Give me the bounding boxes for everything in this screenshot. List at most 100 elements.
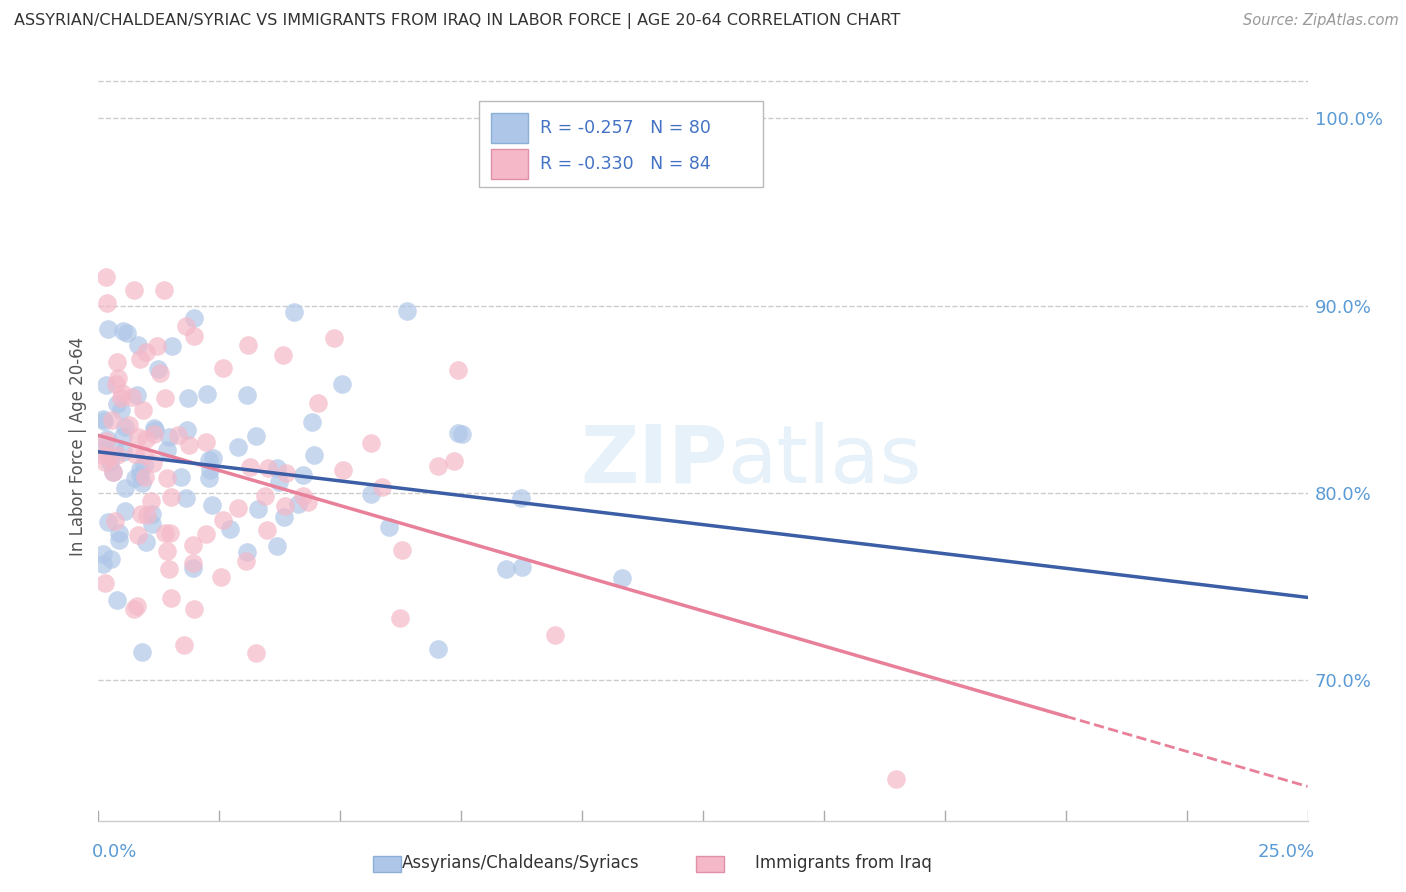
Point — [142, 456, 165, 470]
Point — [283, 305, 305, 319]
Point — [226, 440, 249, 454]
Point — [96, 433, 118, 447]
Text: Source: ZipAtlas.com: Source: ZipAtlas.com — [1243, 13, 1399, 29]
Point — [127, 430, 149, 444]
Point — [166, 427, 188, 442]
Point — [110, 391, 132, 405]
Point — [447, 426, 470, 441]
Point — [176, 423, 198, 437]
FancyBboxPatch shape — [492, 112, 527, 143]
Y-axis label: In Labor Force | Age 20-64: In Labor Force | Age 20-64 — [69, 336, 87, 556]
Text: Immigrants from Iraq: Immigrants from Iraq — [755, 855, 932, 872]
Point — [287, 498, 309, 512]
Point — [112, 429, 135, 443]
Point — [142, 427, 165, 442]
Point — [160, 338, 183, 352]
Point — [131, 645, 153, 659]
Point — [198, 463, 221, 477]
Point — [304, 448, 326, 462]
Point — [194, 527, 217, 541]
Point — [239, 459, 262, 474]
Point — [121, 390, 143, 404]
Point — [181, 538, 204, 552]
Point — [332, 463, 354, 477]
Point — [157, 562, 180, 576]
Point — [93, 575, 115, 590]
Point — [153, 525, 176, 540]
Point — [117, 417, 139, 432]
Point — [127, 338, 149, 352]
Point — [100, 551, 122, 566]
Point — [139, 494, 162, 508]
Point — [103, 466, 125, 480]
Point — [97, 515, 120, 529]
Point — [330, 376, 353, 391]
Text: R = -0.330   N = 84: R = -0.330 N = 84 — [540, 154, 710, 172]
Point — [153, 283, 176, 297]
Point — [245, 429, 267, 443]
Point — [307, 396, 329, 410]
Point — [235, 554, 257, 568]
Point — [267, 475, 290, 489]
Point — [104, 377, 127, 392]
Point — [111, 385, 134, 400]
Point — [297, 495, 319, 509]
Point — [131, 475, 153, 490]
Point — [129, 462, 152, 476]
Point — [236, 338, 259, 352]
Point — [173, 638, 195, 652]
Point — [91, 557, 114, 571]
Point — [143, 423, 166, 437]
Point — [174, 491, 197, 506]
Point — [129, 507, 152, 521]
Point — [153, 391, 176, 405]
Point — [114, 504, 136, 518]
Point — [211, 360, 233, 375]
Point — [273, 509, 295, 524]
Point — [156, 544, 179, 558]
Text: R = -0.257   N = 80: R = -0.257 N = 80 — [540, 119, 710, 136]
Point — [156, 471, 179, 485]
Text: atlas: atlas — [727, 422, 921, 500]
Point — [105, 355, 128, 369]
Point — [135, 535, 157, 549]
Point — [111, 445, 134, 459]
Point — [177, 438, 200, 452]
Point — [141, 507, 163, 521]
Text: ZIP: ZIP — [579, 422, 727, 500]
Point — [122, 602, 145, 616]
Point — [98, 450, 121, 464]
Point — [135, 433, 157, 447]
Point — [114, 481, 136, 495]
Point — [117, 326, 139, 341]
Point — [114, 420, 136, 434]
Point — [246, 502, 269, 516]
Point — [256, 524, 278, 538]
Point — [146, 339, 169, 353]
Point — [274, 500, 297, 514]
Point — [377, 520, 399, 534]
Point — [426, 642, 449, 657]
Text: 25.0%: 25.0% — [1257, 843, 1315, 861]
Point — [160, 490, 183, 504]
Point — [91, 547, 114, 561]
Point — [181, 561, 204, 575]
Point — [125, 387, 148, 401]
Point — [447, 363, 470, 377]
Point — [266, 539, 288, 553]
Point — [105, 592, 128, 607]
Point — [132, 403, 155, 417]
Point — [198, 471, 221, 485]
Point — [93, 455, 115, 469]
Point — [510, 560, 533, 574]
Point — [156, 443, 179, 458]
Point — [443, 454, 465, 468]
Point — [427, 458, 450, 473]
Point — [170, 470, 193, 484]
Point — [108, 525, 131, 540]
Point — [104, 514, 127, 528]
Point — [105, 448, 128, 462]
Point — [183, 601, 205, 615]
Point — [236, 387, 259, 401]
Text: 0.0%: 0.0% — [91, 843, 136, 861]
